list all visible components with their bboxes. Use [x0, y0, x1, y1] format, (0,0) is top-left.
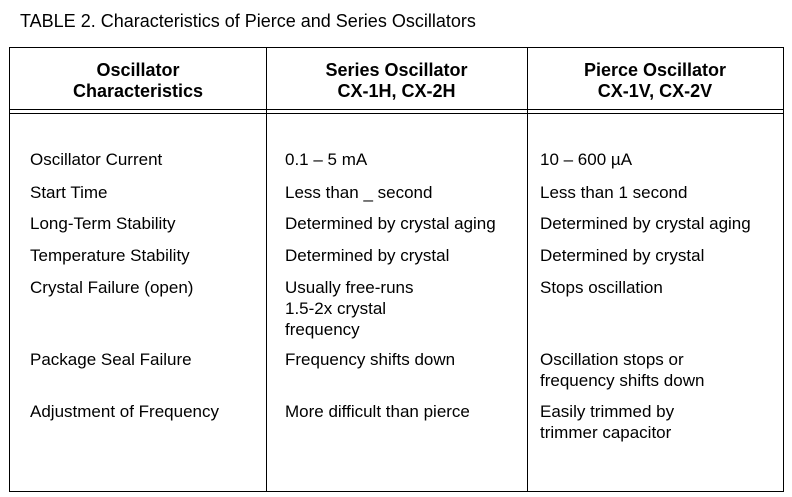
column-divider — [527, 48, 528, 491]
header-line: Pierce Oscillator — [583, 60, 727, 80]
row-label: Start Time — [30, 183, 108, 202]
characteristics-table: Oscillator Characteristics Series Oscill… — [9, 47, 784, 492]
header-line: Series Oscillator — [325, 60, 468, 80]
series-cell: Determined by crystal aging — [285, 213, 496, 234]
header-line: Characteristics — [72, 81, 204, 101]
header-line: CX-1H, CX-2H — [337, 81, 456, 101]
cell-line: Determined by crystal — [285, 246, 450, 265]
cell-line: More difficult than pierce — [285, 402, 470, 421]
series-cell: More difficult than pierce — [285, 401, 470, 422]
cell-line: 0.1 – 5 mA — [285, 150, 368, 169]
series-cell: Usually free-runs 1.5-2x crystal frequency — [285, 277, 414, 340]
cell-line: Determined by crystal aging — [540, 214, 751, 233]
cell-line: Frequency shifts down — [285, 350, 456, 369]
cell-line: Determined by crystal aging — [285, 214, 496, 233]
row-label: Adjustment of Frequency — [30, 402, 219, 421]
cell-line: Stops oscillation — [540, 278, 663, 297]
row-label: Long-Term Stability — [30, 214, 176, 233]
pierce-cell: 10 – 600 µA — [540, 149, 632, 170]
series-cell: Less than _ second — [285, 182, 432, 203]
pierce-cell: Stops oscillation — [540, 277, 663, 298]
row-label: Crystal Failure (open) — [30, 278, 194, 297]
header-line: CX-1V, CX-2V — [597, 81, 713, 101]
cell-line: frequency shifts down — [540, 371, 705, 390]
row-label: Package Seal Failure — [30, 350, 192, 369]
cell-line: Less than 1 second — [540, 183, 688, 202]
pierce-cell: Less than 1 second — [540, 182, 687, 203]
cell-line: Less than _ second — [285, 183, 433, 202]
row-label: Oscillator Current — [30, 150, 163, 169]
cell-line: trimmer capacitor — [540, 423, 672, 442]
row-label: Temperature Stability — [30, 246, 190, 265]
header-characteristics: Oscillator Characteristics — [10, 60, 266, 102]
cell-line: 10 – 600 µA — [540, 150, 633, 169]
series-cell: 0.1 – 5 mA — [285, 149, 367, 170]
header-line: Oscillator — [96, 60, 180, 80]
pierce-cell: Easily trimmed by trimmer capacitor — [540, 401, 674, 443]
cell-line: 1.5-2x crystal — [285, 299, 387, 318]
cell-line: Oscillation stops or — [540, 350, 684, 369]
header-series: Series Oscillator CX-1H, CX-2H — [266, 60, 527, 102]
cell-line: Easily trimmed by — [540, 402, 675, 421]
pierce-cell: Determined by crystal aging — [540, 213, 751, 234]
header-separator — [10, 109, 783, 114]
pierce-cell: Oscillation stops or frequency shifts dow… — [540, 349, 704, 391]
pierce-cell: Determined by crystal — [540, 245, 704, 266]
header-pierce: Pierce Oscillator CX-1V, CX-2V — [527, 60, 783, 102]
column-divider — [266, 48, 267, 491]
cell-line: Determined by crystal — [540, 246, 705, 265]
series-cell: Frequency shifts down — [285, 349, 455, 370]
cell-line: frequency — [285, 320, 360, 339]
cell-line: Usually free-runs — [285, 278, 414, 297]
table-title: TABLE 2. Characteristics of Pierce and S… — [20, 11, 476, 31]
series-cell: Determined by crystal — [285, 245, 449, 266]
